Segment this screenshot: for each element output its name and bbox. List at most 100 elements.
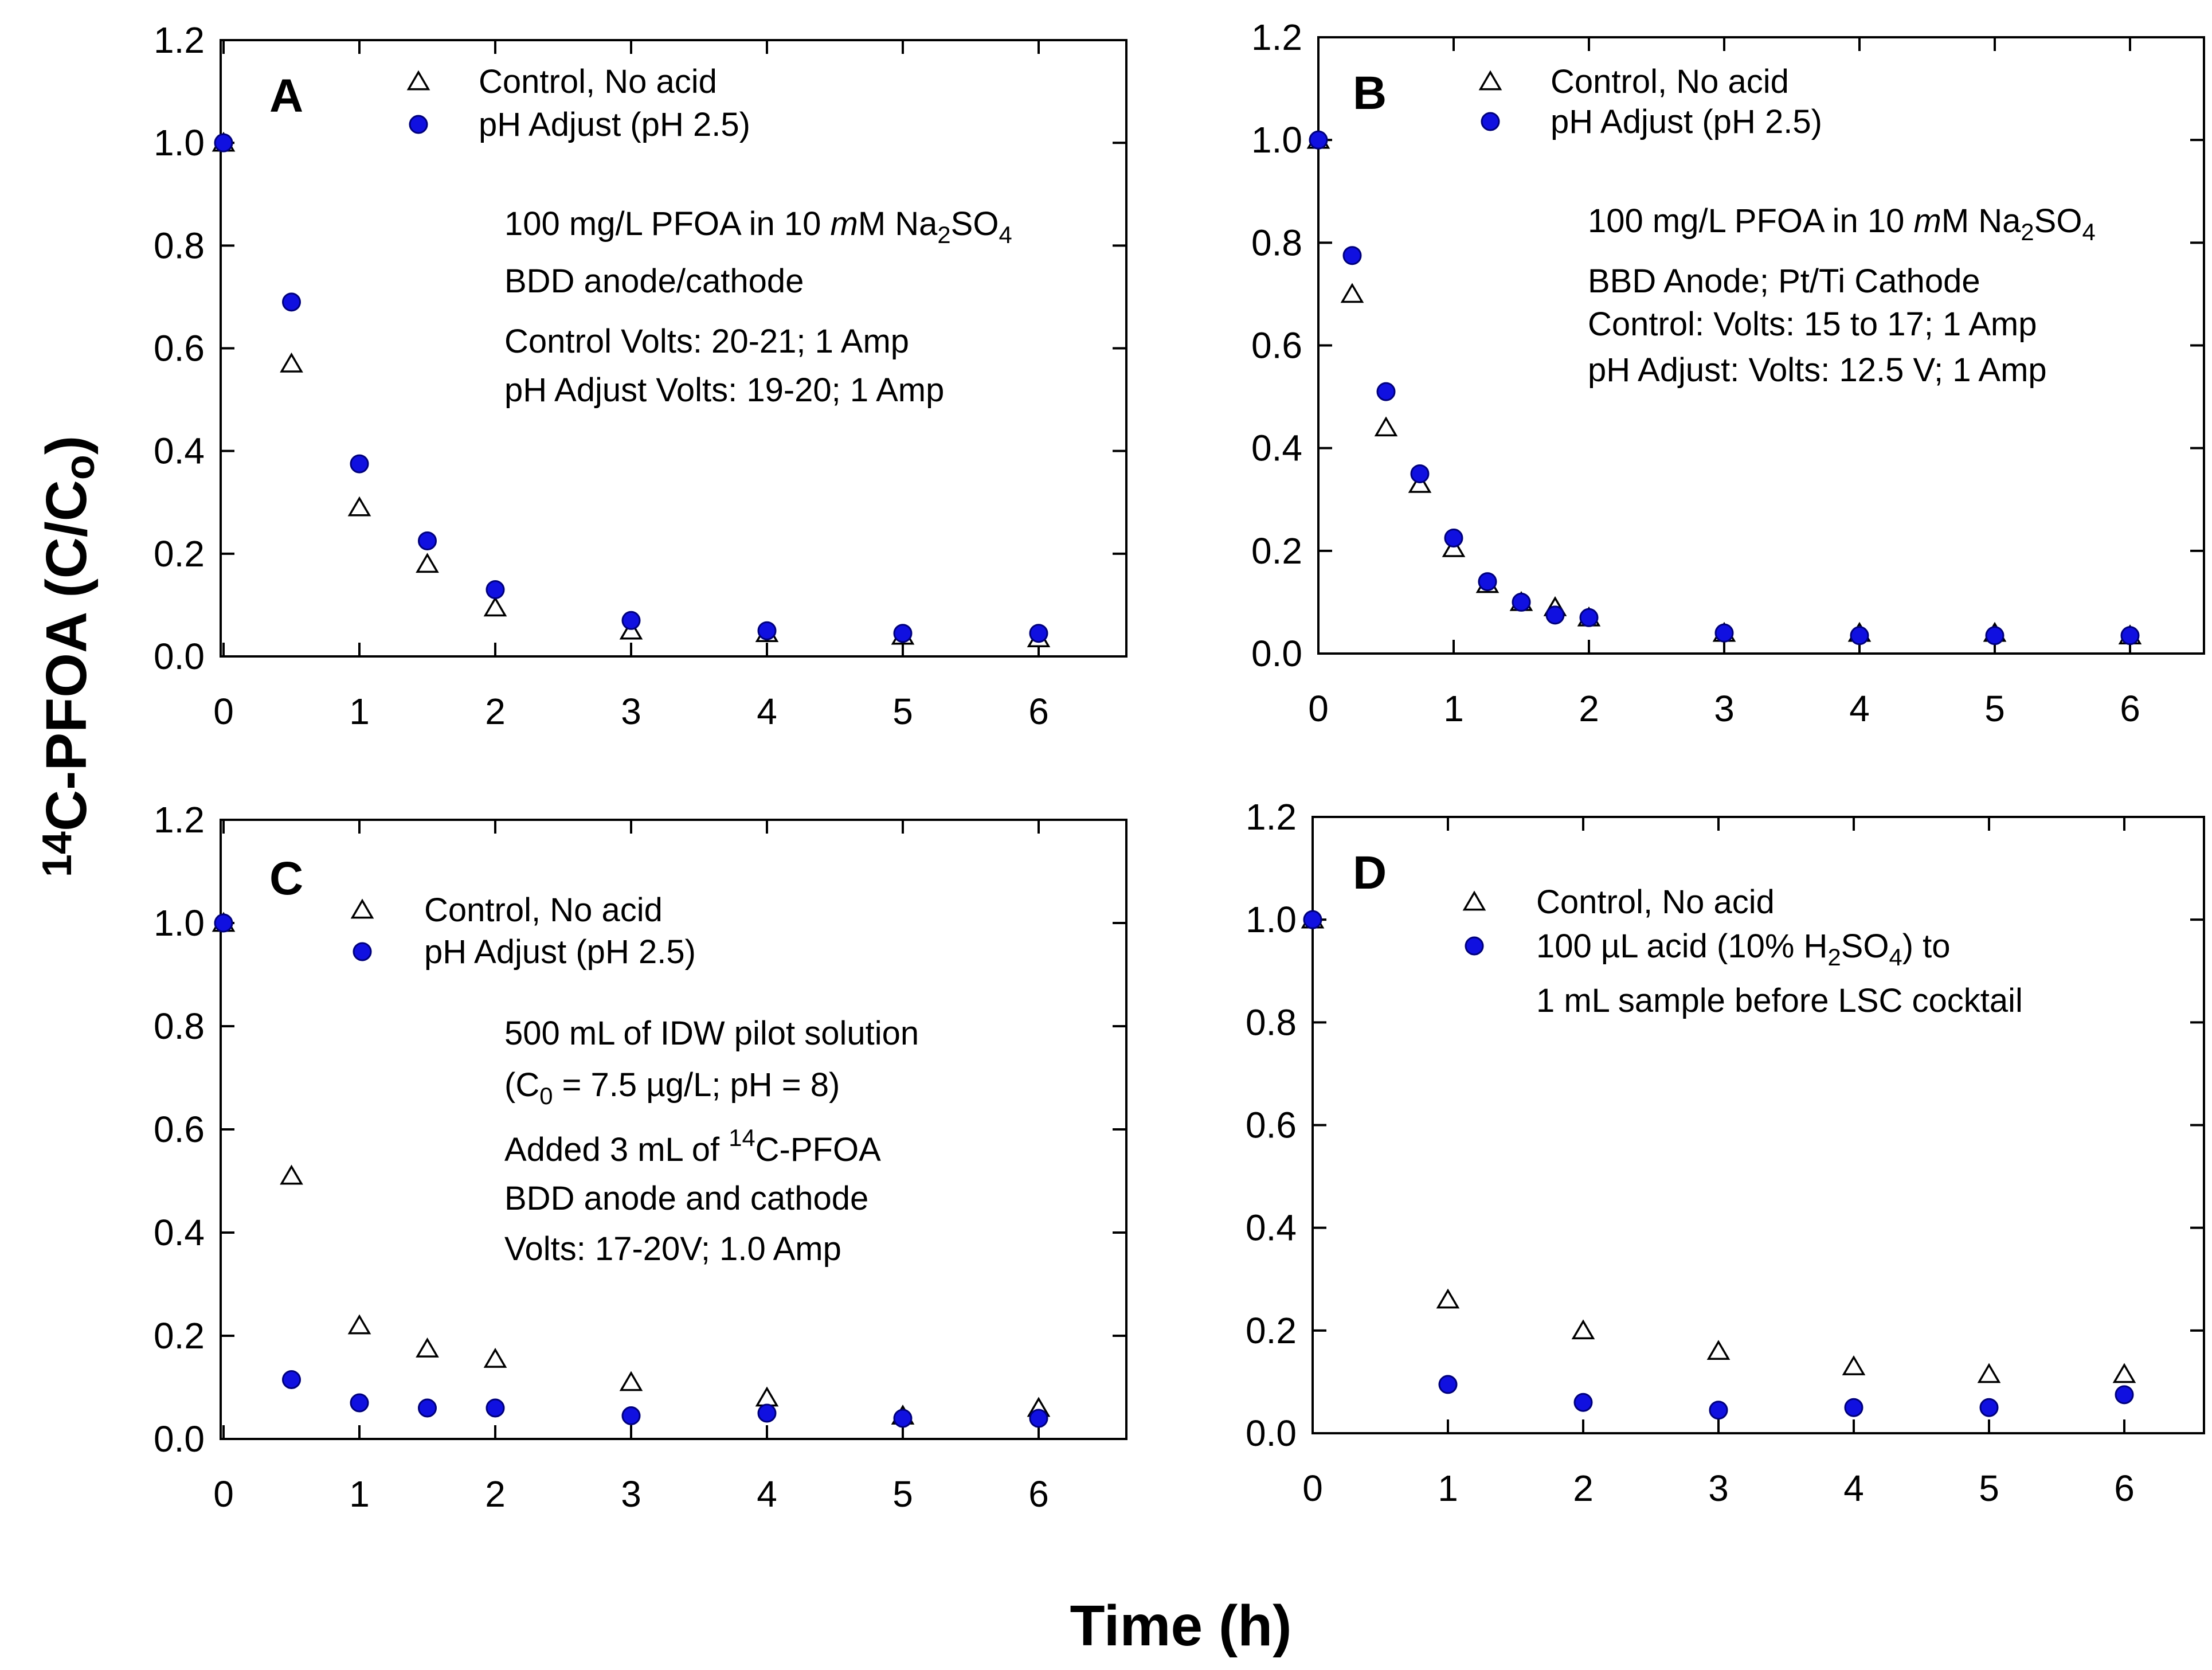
panel-b-xtick-label: 1 — [1443, 688, 1464, 729]
panel-b-ph-point — [1850, 626, 1869, 646]
panel-d-ytick-label: 0.2 — [1246, 1310, 1297, 1351]
panel-d-xtick-label: 4 — [1843, 1468, 1864, 1509]
panel-a-ytick-label: 0.2 — [154, 533, 205, 574]
panel-a-xtick-label: 0 — [213, 691, 234, 732]
panel-b-xtick-label: 2 — [1579, 688, 1599, 729]
panel-c-note: Added 3 mL of 14C-PFOA — [504, 1124, 881, 1168]
panel-a-ph-point — [214, 133, 233, 152]
panel-d-ph-point — [1709, 1401, 1728, 1420]
panel-b-ytick-label: 0.4 — [1251, 428, 1302, 469]
panel-a-control-point — [416, 553, 439, 573]
panel-b: 0.0 0.2 0.4 0.6 0.8 1.0 1.2 0 1 2 3 4 5 6 B Control, No… — [1251, 17, 2205, 729]
panel-b-ph-point — [1444, 528, 1463, 547]
panel-b-ph-point — [1545, 605, 1565, 625]
panel-c: 0.0 0.2 0.4 0.6 0.8 1.0 1.2 0 1 2 3 4 5 6 C Control, No… — [154, 799, 1127, 1515]
panel-a-ytick-label: 0.6 — [154, 328, 205, 369]
panel-b-legend-marker — [1481, 112, 1500, 131]
panel-b-ph-point — [1579, 608, 1599, 627]
panel-b-series-circle — [1309, 130, 2140, 646]
panel-a-ph-point — [893, 624, 913, 643]
panel-c-control-point — [619, 1371, 643, 1391]
panel-b-control-point — [1442, 537, 1466, 557]
panel-d-ytick-label: 0.4 — [1246, 1207, 1297, 1249]
panel-a-ph-point — [418, 531, 437, 550]
panel-d-xtick-label: 5 — [1979, 1468, 1999, 1509]
panel-d-ph-point — [1303, 910, 1322, 929]
panel-a-ph-point — [350, 454, 369, 474]
panel-a-ph-point — [1029, 624, 1048, 643]
panel-c-ph-point — [418, 1398, 437, 1418]
panel-c-ytick-label: 0.0 — [154, 1418, 205, 1460]
panel-c-ytick-label: 0.4 — [154, 1212, 205, 1253]
panel-c-ph-point — [486, 1398, 505, 1418]
panel-b-ytick-label: 0.6 — [1251, 325, 1302, 366]
panel-a-ytick-label: 0.0 — [154, 636, 205, 677]
panel-a-letter: A — [269, 70, 303, 122]
panel-c-ph-point — [893, 1409, 913, 1428]
panel-c-series-triangle — [212, 912, 1051, 1425]
panel-c-ytick-label: 0.8 — [154, 1006, 205, 1047]
panel-b-ph-point — [1342, 246, 1362, 265]
panel-b-ph-point — [1478, 572, 1497, 592]
panel-d-legend-label: 1 mL sample before LSC cocktail — [1536, 982, 2023, 1019]
panel-c-control-point — [755, 1386, 779, 1407]
panel-d-control-point — [1436, 1288, 1460, 1309]
panel-a-control-point — [619, 619, 643, 640]
panel-a-ytick-label: 1.0 — [154, 122, 205, 163]
y-axis-title: 14C-PFOA (C/Co) — [34, 436, 103, 877]
panel-a-xtick-label: 4 — [757, 691, 777, 732]
panel-a-ph-point — [621, 611, 641, 630]
panel-c-ph-point — [214, 913, 233, 933]
panel-c-xtick-label: 5 — [892, 1473, 913, 1515]
panel-d-ytick-label: 0.8 — [1246, 1002, 1297, 1043]
panel-d-xtick-label: 3 — [1708, 1468, 1729, 1509]
panel-d-xtick-label: 1 — [1438, 1468, 1458, 1509]
panel-b-ph-point — [1376, 382, 1396, 401]
panel-a-note: BDD anode/cathode — [504, 263, 804, 300]
panel-b-note: BBD Anode; Pt/Ti Cathode — [1588, 263, 1980, 300]
panel-c-control-point — [416, 1337, 439, 1358]
panel-c-legend-label: Control, No acid — [424, 891, 663, 929]
panel-a-ytick-label: 1.2 — [154, 19, 205, 61]
panel-a-control-point — [483, 596, 507, 617]
panel-b-ytick-label: 1.0 — [1251, 119, 1302, 161]
panel-c-ph-point — [1029, 1409, 1048, 1428]
panel-d-xtick-label: 2 — [1573, 1468, 1594, 1509]
panel-d-ph-point — [1573, 1393, 1593, 1412]
panel-c-ytick-label: 1.2 — [154, 799, 205, 840]
panel-c-letter: C — [269, 852, 303, 905]
panels-group: 0.0 0.2 0.4 0.6 0.8 1.0 1.2 0 1 2 3 4 5 6 A Control, No… — [154, 17, 2205, 1515]
panel-b-ph-point — [1410, 464, 1430, 483]
panel-b-ph-point — [1309, 130, 1328, 150]
panel-d-legend-marker — [1465, 936, 1484, 956]
panel-d-ph-point — [1438, 1375, 1458, 1394]
panel-b-ytick-label: 0.8 — [1251, 222, 1302, 263]
panel-b-ytick-label: 0.0 — [1251, 633, 1302, 674]
panel-a-ph-point — [282, 292, 301, 312]
panel-b-note: 100 mg/L PFOA in 10 mM Na2SO4 — [1588, 202, 2096, 245]
panel-a-series-circle — [214, 133, 1048, 643]
panel-b-legend-label: pH Adjust (pH 2.5) — [1551, 103, 1822, 140]
panel-c-legend-label: pH Adjust (pH 2.5) — [424, 933, 696, 971]
panel-b-ytick-label: 0.2 — [1251, 530, 1302, 572]
panel-b-xtick-label: 4 — [1849, 688, 1870, 729]
panel-c-legend-marker — [350, 898, 374, 919]
panel-d-xtick-label: 0 — [1302, 1468, 1323, 1509]
panel-d-ytick-label: 0.6 — [1246, 1105, 1297, 1146]
panel-c-xtick-label: 2 — [485, 1473, 506, 1515]
panel-d-legend-label: 100 µL acid (10% H2SO4) to — [1536, 928, 1951, 971]
panel-a-legend-marker — [409, 115, 428, 134]
panel-d-series-circle — [1303, 910, 2134, 1420]
panel-b-ph-point — [1714, 623, 1734, 643]
panel-c-xtick-label: 1 — [349, 1473, 370, 1515]
panel-a-legend-marker — [406, 70, 430, 91]
panel-a-note: pH Adjust Volts: 19-20; 1 Amp — [504, 371, 944, 409]
x-axis-title: Time (h) — [1070, 1594, 1291, 1658]
panel-c-note: Volts: 17-20V; 1.0 Amp — [504, 1230, 841, 1268]
panel-b-note: Control: Volts: 15 to 17; 1 Amp — [1588, 306, 2037, 343]
panel-c-xtick-label: 6 — [1028, 1473, 1049, 1515]
panel-b-control-point — [1340, 283, 1364, 303]
panel-d-letter: D — [1353, 847, 1387, 899]
panel-b-legend-marker — [1478, 70, 1502, 91]
